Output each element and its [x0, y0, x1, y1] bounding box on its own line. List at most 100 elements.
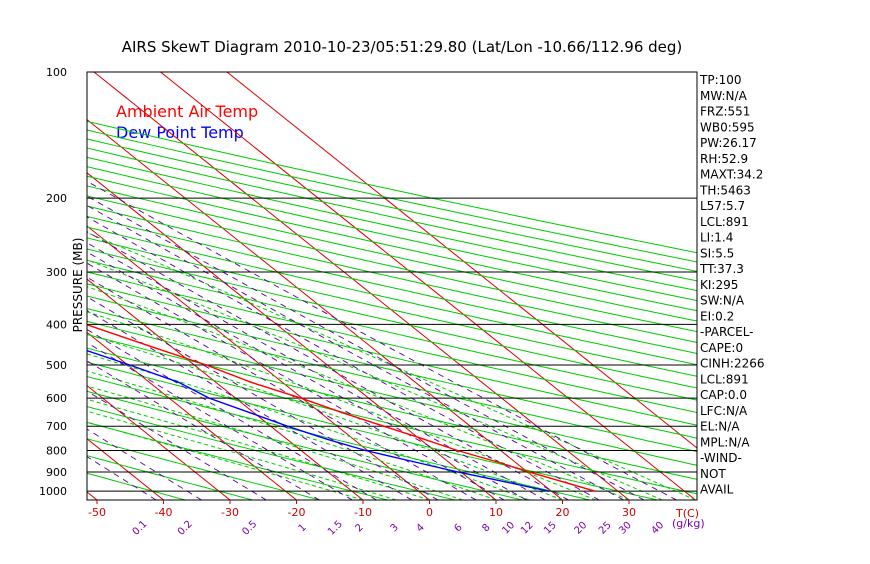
- dry-adiabat-line: [87, 175, 697, 312]
- index-item: SI:5.5: [700, 246, 734, 260]
- index-item: LCL:891: [700, 372, 749, 386]
- index-item: EL:N/A: [700, 420, 740, 434]
- chart-title: AIRS SkewT Diagram 2010-10-23/05:51:29.8…: [122, 38, 683, 56]
- mixing-ratio-label: 3: [389, 522, 401, 534]
- index-item: EI:0.2: [700, 309, 734, 323]
- moist-adiabat-line: [87, 333, 563, 500]
- index-item: TH:5463: [699, 183, 751, 197]
- mixing-ratio-line: [87, 231, 569, 500]
- temperature-point: [456, 449, 459, 452]
- temperature-point: [300, 397, 302, 399]
- moist-adiabat-line: [87, 410, 397, 500]
- index-item: WB0:595: [700, 120, 755, 134]
- pressure-tick-label: 500: [46, 359, 67, 372]
- mixing-ratio-label: 25: [597, 520, 614, 537]
- temperature-point: [527, 471, 530, 473]
- pressure-tick-label: 900: [46, 466, 67, 479]
- mixing-ratio-label: 0.5: [240, 519, 259, 538]
- dry-adiabat-line: [87, 347, 697, 495]
- mixing-ratio-label: 0.2: [176, 519, 195, 538]
- bottom-temp-tick-label: 0: [426, 506, 433, 519]
- mixing-ratio-label: 4: [415, 522, 427, 534]
- bottom-temp-tick-label: -40: [155, 506, 173, 519]
- mixing-ratio-label: 1: [297, 522, 309, 534]
- index-item: CAP:0.0: [700, 388, 747, 402]
- mixing-ratio-label: 0.1: [131, 519, 150, 538]
- index-item: KI:295: [700, 278, 738, 292]
- index-item: NOT: [700, 467, 726, 481]
- index-item: -PARCEL-: [700, 325, 754, 339]
- dewpoint-point: [5, 324, 7, 326]
- dry-adiabat-line: [87, 156, 697, 292]
- dewpoint-point: [208, 397, 210, 399]
- pressure-tick-label: 100: [46, 66, 67, 79]
- dry-adiabat-line: [87, 283, 697, 426]
- y-axis-label: PRESSURE (MB): [71, 238, 85, 333]
- index-item: TT:37.3: [699, 262, 744, 276]
- dewpoint-point: [364, 449, 367, 452]
- mixing-ratio-label: 40: [649, 520, 666, 537]
- dewpoint-point: [286, 425, 289, 427]
- moist-adiabat-line: [87, 232, 696, 500]
- legend-dew-point-temp: Dew Point Temp: [116, 123, 244, 142]
- plot-area: [5, 72, 697, 500]
- dry-adiabat-line: [87, 237, 697, 377]
- temperature-point: [421, 437, 424, 440]
- moist-adiabat-line: [87, 353, 530, 500]
- dewpoint-point: [504, 480, 506, 483]
- dry-adiabat-line: [87, 195, 697, 333]
- temperature-point: [148, 344, 150, 347]
- pressure-tick-label: 600: [46, 392, 67, 405]
- mixing-ratio-label: 10: [500, 520, 517, 537]
- mixing-ratio-label: 12: [519, 520, 536, 537]
- isotherm-line: [87, 225, 430, 500]
- moist-adiabat-line: [87, 385, 463, 500]
- dry-adiabat-line: [87, 226, 697, 366]
- dewpoint-point: [128, 364, 131, 366]
- mixing-ratio-unit-label: (g/kg): [672, 517, 705, 530]
- temperature-point: [562, 480, 564, 483]
- mixing-ratio-label: 2: [353, 522, 365, 534]
- dewpoint-point: [249, 411, 251, 414]
- dry-adiabat-line: [87, 138, 697, 272]
- bottom-temp-tick-label: -50: [88, 506, 106, 519]
- dewpoint-point: [411, 460, 414, 463]
- mixing-ratio-label: 6: [452, 522, 464, 534]
- bottom-temp-tick-label: -10: [354, 506, 372, 519]
- dry-adiabat-line: [87, 375, 591, 500]
- dry-adiabat-line: [87, 147, 697, 282]
- index-item: TP:100: [699, 73, 742, 87]
- plot-frame: [86, 71, 698, 501]
- pressure-tick-label: 700: [46, 420, 67, 433]
- dry-adiabat-line: [87, 185, 697, 322]
- isotherm-line: [226, 72, 697, 449]
- plot-border: [86, 71, 698, 501]
- index-item: CINH:2266: [700, 357, 765, 371]
- index-item: RH:52.9: [700, 152, 748, 166]
- x-unit-label: T(C): [675, 507, 699, 520]
- bottom-temp-tick-label: -30: [221, 506, 239, 519]
- temperature-point: [205, 364, 207, 366]
- dry-adiabat-line: [87, 334, 697, 480]
- moist-adiabat-line: [87, 286, 630, 500]
- temperature-point: [495, 460, 497, 463]
- pressure-tick-label: 200: [46, 192, 67, 205]
- dewpoint-point: [72, 345, 74, 347]
- index-item: MPL:N/A: [700, 435, 750, 449]
- index-item: CAPE:0: [700, 341, 743, 355]
- dry-adiabat-line: [87, 295, 697, 439]
- dry-adiabat-line: [87, 438, 321, 500]
- mixing-ratio-line: [87, 216, 600, 500]
- temperature-point: [5, 299, 7, 301]
- isotherm-line: [160, 72, 696, 500]
- temperature-point: [85, 324, 87, 326]
- dewpoint-point: [547, 490, 549, 492]
- moist-adiabat-line: [87, 259, 663, 500]
- dry-adiabat-line: [87, 205, 697, 343]
- isotherm-line: [87, 172, 497, 500]
- index-item: LCL:891: [700, 215, 749, 229]
